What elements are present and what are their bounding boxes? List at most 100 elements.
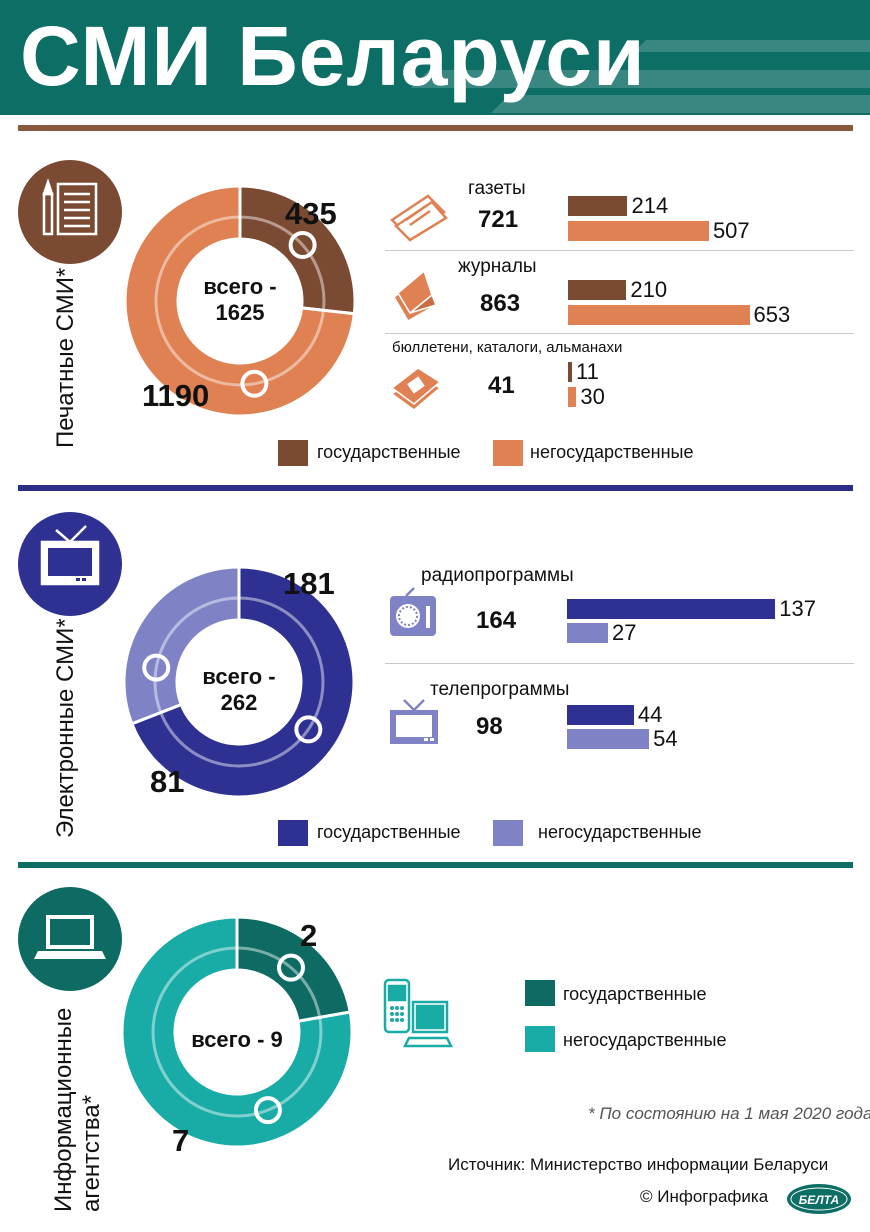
bar-value-label: 507: [712, 218, 750, 243]
tv-icon: [40, 525, 100, 586]
category-total: 164: [476, 607, 517, 634]
category-total: 98: [476, 713, 503, 740]
legend-swatch-state: [278, 820, 308, 846]
bar-value-label: 30: [580, 384, 605, 409]
category-total: 721: [478, 206, 519, 233]
donut-slice: [238, 184, 357, 316]
section-label-print: Печатные СМИ*: [52, 267, 79, 448]
bar-value-label: 653: [753, 302, 791, 327]
category-label: газеты: [468, 178, 526, 199]
slice-marker: [142, 653, 171, 682]
legend-label-state: государственные: [563, 984, 707, 1004]
newspaper-icon: [390, 194, 448, 242]
section-label-agencies: Информационные агентства*: [50, 1008, 106, 1212]
section-divider-electronic: [18, 485, 853, 491]
donut-center-line2: 262: [220, 690, 258, 715]
donut-slice-label: 1190: [142, 378, 210, 413]
donut-slice-label: 181: [283, 566, 335, 601]
booklet-icon: [390, 367, 442, 411]
category-total: 41: [488, 372, 515, 399]
bar: [568, 196, 628, 216]
agency-donut-chart: [120, 915, 354, 1149]
credit-text: © Инфографика: [640, 1187, 769, 1206]
header-stripe: [634, 40, 870, 52]
donut-inner-ring: [153, 596, 325, 768]
donut-slice-label: 2: [300, 918, 318, 953]
bar: [567, 599, 776, 619]
agency-section-badge: [18, 887, 122, 991]
radio-icon: [390, 587, 436, 636]
category-label: радиопрограммы: [421, 565, 574, 586]
page-title: СМИ Беларуси: [20, 9, 646, 103]
legend-label-state: государственные: [317, 822, 461, 842]
agency-donut-center: всего - 9: [172, 1027, 302, 1053]
section-divider-agencies: [18, 862, 853, 868]
slice-marker: [240, 369, 269, 398]
phone-monitor-icon: [383, 978, 454, 1048]
bar-value-label: 27: [612, 620, 637, 645]
legend-label-nonstate: негосударственные: [563, 1030, 727, 1050]
bar: [567, 729, 650, 749]
row-divider: [385, 663, 854, 664]
row-divider: [385, 250, 854, 251]
print-donut-center: всего - 1625: [190, 274, 290, 326]
slice-marker: [288, 230, 317, 259]
donut-center-line2: 1625: [215, 300, 265, 325]
belta-logo: БЕЛТА: [787, 1184, 851, 1214]
source-text: Источник: Министерство информации Белару…: [448, 1155, 829, 1174]
bar: [567, 705, 634, 725]
footnote: * По состоянию на 1 мая 2020 года: [588, 1104, 870, 1123]
slice-marker: [276, 953, 305, 982]
section-label-line: агентства*: [78, 1094, 105, 1212]
category-label: телепрограммы: [430, 679, 570, 700]
category-total: 863: [480, 290, 521, 317]
category-label: бюллетени, каталоги, альманахи: [392, 339, 623, 356]
legend-swatch-state: [278, 440, 308, 466]
row-divider: [385, 333, 854, 334]
section-label-electronic: Электронные СМИ*: [52, 618, 79, 838]
legend-swatch-nonstate: [493, 820, 523, 846]
legend-swatch-nonstate: [525, 1026, 555, 1052]
print-section-badge: [18, 160, 122, 264]
legend-swatch-state: [525, 980, 555, 1006]
bar-value-label: 137: [779, 596, 816, 621]
bar: [568, 280, 627, 300]
print-donut-chart: [123, 184, 357, 418]
magazine-icon: [393, 269, 437, 323]
donut-slice: [123, 184, 356, 418]
donut-center-line1: всего -: [203, 274, 277, 299]
donut-slice: [120, 915, 354, 1149]
legend-label-nonstate: негосударственные: [530, 442, 694, 462]
bar: [568, 387, 577, 407]
donut-slice: [129, 565, 356, 799]
donut-slice-label: 435: [285, 196, 337, 231]
document-pencil-icon: [42, 178, 98, 236]
bar-value-label: 11: [576, 359, 599, 384]
section-divider-print: [18, 125, 853, 131]
donut-center-line1: всего -: [202, 664, 276, 689]
bar-value-label: 54: [653, 726, 678, 751]
bar-value-label: 214: [631, 193, 669, 218]
laptop-icon: [34, 915, 106, 959]
bar-value-label: 44: [637, 702, 663, 727]
electronic-donut-center: всего - 262: [189, 664, 289, 716]
electronic-donut-chart: [122, 565, 356, 799]
section-label-line: Информационные: [50, 1007, 77, 1212]
bar: [568, 305, 750, 325]
donut-slice-label: 7: [172, 1123, 190, 1158]
bar: [567, 623, 609, 643]
legend-label-nonstate: негосударственные: [538, 822, 702, 842]
bar: [568, 221, 709, 241]
slice-marker: [294, 715, 323, 744]
donut-inner-ring: [151, 946, 323, 1118]
electronic-section-badge: [18, 512, 122, 616]
legend-swatch-nonstate: [493, 440, 523, 466]
bar: [568, 362, 572, 382]
slice-marker: [253, 1096, 282, 1125]
category-label: журналы: [458, 256, 537, 277]
bar-value-label: 210: [630, 277, 668, 302]
donut-center-line1: всего - 9: [191, 1027, 283, 1052]
donut-inner-ring: [154, 215, 326, 387]
legend-label-state: государственные: [317, 442, 461, 462]
donut-slice: [122, 565, 241, 726]
